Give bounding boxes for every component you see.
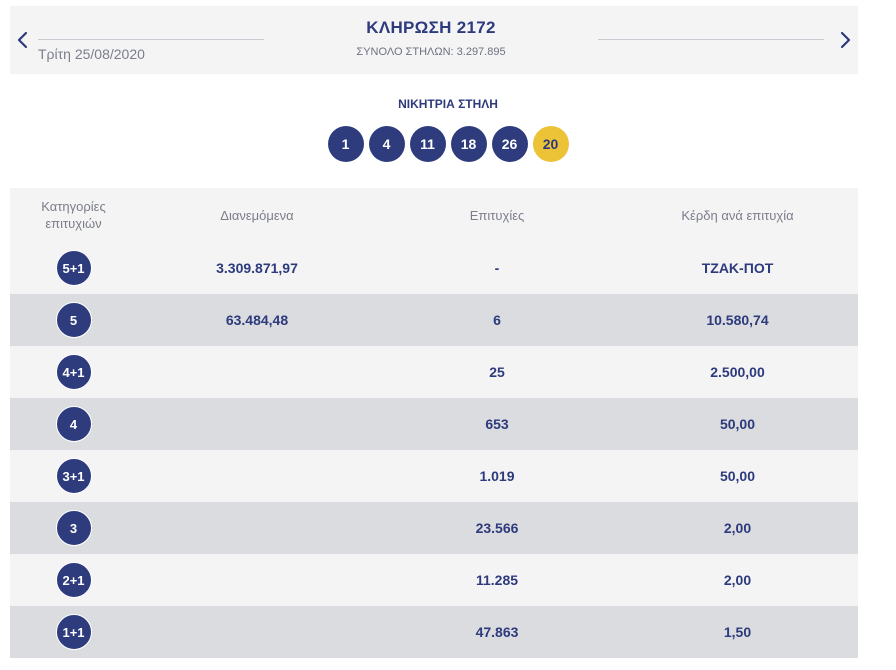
winners-cell: 653 [485, 416, 509, 432]
table-row: 5 63.484,48 6 10.580,74 [10, 294, 858, 346]
distributed-cell: 3.309.871,97 [216, 260, 298, 276]
winners-cell: 23.566 [475, 520, 519, 536]
header-category-line1: Κατηγορίες [41, 199, 106, 214]
header-category-line2: επιτυχιών [45, 216, 102, 231]
prize-cell: 50,00 [719, 416, 756, 432]
table-row: 4+1 25 2.500,00 [10, 346, 858, 398]
distributed-cell: 63.484,48 [225, 312, 289, 328]
winning-number-ball: 4 [368, 126, 405, 162]
winners-cell: 47.863 [475, 624, 519, 640]
winners-cell: - [494, 260, 500, 276]
prize-cell: ΤΖΑΚ-ΠΟΤ [701, 260, 774, 276]
header-winners: Επιτυχίες [469, 207, 525, 223]
chevron-left-icon [17, 31, 28, 49]
joker-number-ball: 20 [532, 126, 569, 162]
winners-cell: 1.019 [479, 468, 515, 484]
winners-cell: 25 [489, 364, 505, 380]
category-badge: 3+1 [55, 458, 92, 494]
header-distributed: Διανεμόμενα [220, 207, 294, 223]
draw-title: ΚΛΗΡΩΣΗ 2172 [366, 18, 496, 37]
category-badge: 5 [55, 302, 92, 338]
prize-cell: 2,00 [723, 572, 752, 588]
table-header: Κατηγορίες επιτυχιών Διανεμόμενα Επιτυχίε… [10, 188, 858, 242]
winning-number-ball: 26 [491, 126, 528, 162]
category-badge: 4 [55, 406, 92, 442]
draw-header: Τρίτη 25/08/2020 ΚΛΗΡΩΣΗ 2172 ΣΥΝΟΛΟ ΣΤΗ… [10, 6, 858, 74]
prize-cell: 2,00 [723, 520, 752, 536]
chevron-right-icon [840, 31, 851, 49]
previous-draw-button[interactable] [13, 28, 33, 52]
winning-column-title: ΝΙΚΗΤΡΙΑ ΣΤΗΛΗ [398, 97, 498, 111]
draw-date: Τρίτη 25/08/2020 [38, 46, 145, 62]
winning-number-ball: 1 [327, 126, 364, 162]
winners-cell: 6 [493, 312, 501, 328]
winning-numbers: 1 4 11 18 26 20 [0, 126, 896, 162]
table-row: 5+1 3.309.871,97 - ΤΖΑΚ-ΠΟΤ [10, 242, 858, 294]
category-badge: 1+1 [55, 614, 92, 650]
table-row: 3 23.566 2,00 [10, 502, 858, 554]
winning-number-ball: 11 [409, 126, 446, 162]
prize-cell: 10.580,74 [706, 312, 769, 328]
category-badge: 4+1 [55, 354, 92, 390]
next-draw-button[interactable] [835, 28, 855, 52]
header-category: Κατηγορίες επιτυχιών [10, 198, 137, 232]
prize-cell: 50,00 [719, 468, 756, 484]
category-badge: 2+1 [55, 562, 92, 598]
table-row: 2+1 11.285 2,00 [10, 554, 858, 606]
winning-number-ball: 18 [450, 126, 487, 162]
header-prize: Κέρδη ανά επιτυχία [681, 207, 794, 223]
table-row: 1+1 47.863 1,50 [10, 606, 858, 658]
divider-right [598, 39, 824, 40]
table-row: 4 653 50,00 [10, 398, 858, 450]
prize-cell: 1,50 [723, 624, 752, 640]
total-columns: ΣΥΝΟΛΟ ΣΤΗΛΩΝ: 3.297.895 [356, 46, 506, 58]
winners-cell: 11.285 [475, 572, 519, 588]
category-badge: 5+1 [55, 250, 92, 286]
prize-cell: 2.500,00 [710, 364, 765, 380]
table-row: 3+1 1.019 50,00 [10, 450, 858, 502]
category-badge: 3 [55, 510, 92, 546]
divider-left [38, 39, 264, 40]
results-table: Κατηγορίες επιτυχιών Διανεμόμενα Επιτυχίε… [10, 188, 858, 658]
